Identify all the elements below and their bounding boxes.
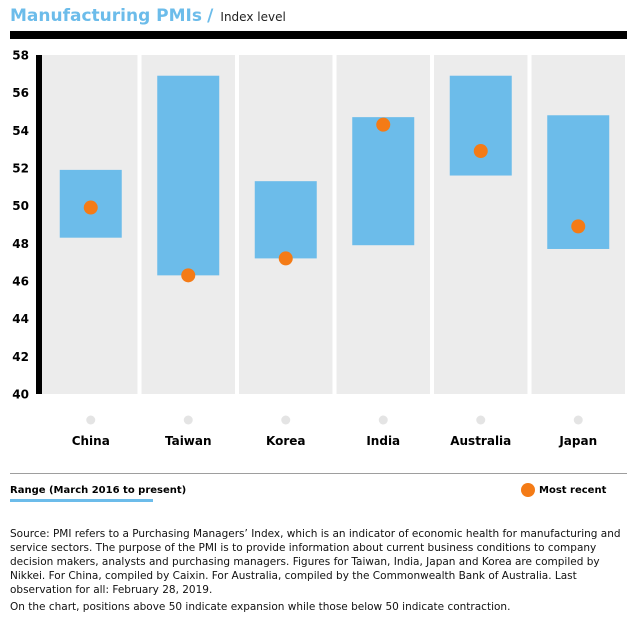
category-label-india: India bbox=[366, 434, 400, 448]
y-tick-label: 58 bbox=[12, 49, 29, 63]
legend-range-label: Range (March 2016 to present) bbox=[10, 485, 187, 496]
y-tick-label: 44 bbox=[12, 312, 29, 326]
y-tick-label: 52 bbox=[12, 162, 29, 176]
most-recent-marker-australia bbox=[473, 144, 488, 159]
category-point-china bbox=[86, 415, 96, 425]
title-separator: / bbox=[207, 6, 214, 26]
category-point-korea bbox=[281, 415, 291, 425]
legend-range-swatch bbox=[10, 499, 153, 502]
y-tick-label: 46 bbox=[12, 275, 29, 289]
chart-area: China Taiwan Korea India Australia Japan 40 42 4… bbox=[12, 49, 625, 448]
legend-most-recent-label: Most recent bbox=[539, 485, 607, 496]
most-recent-marker-taiwan bbox=[181, 268, 196, 283]
legend-divider bbox=[10, 473, 627, 474]
category-label-japan: Japan bbox=[558, 434, 597, 448]
category-label-taiwan: Taiwan bbox=[165, 434, 212, 448]
most-recent-marker-china bbox=[83, 200, 98, 215]
legend-most-recent-marker bbox=[521, 483, 535, 497]
interpretation-note: On the chart, positions above 50 indicat… bbox=[10, 601, 511, 613]
y-tick-label: 42 bbox=[12, 350, 29, 364]
category-point-india bbox=[378, 415, 388, 425]
chart-title: Manufacturing PMIs bbox=[10, 6, 202, 26]
y-tick-label: 50 bbox=[12, 199, 29, 213]
y-tick-label: 40 bbox=[12, 388, 29, 402]
y-tick-label: 48 bbox=[12, 237, 29, 251]
source-notes: Source: PMI refers to a Purchasing Manag… bbox=[10, 527, 630, 614]
range-bar-india bbox=[352, 117, 415, 246]
category-label-china: China bbox=[72, 434, 110, 448]
category-label-korea: Korea bbox=[266, 434, 306, 448]
most-recent-marker-india bbox=[376, 117, 391, 132]
most-recent-marker-japan bbox=[571, 219, 586, 234]
range-bar-taiwan bbox=[157, 75, 220, 276]
chart-title-row: Manufacturing PMIs / Index level bbox=[10, 6, 286, 26]
source-note: Source: PMI refers to a Purchasing Manag… bbox=[10, 528, 621, 596]
category-point-taiwan bbox=[183, 415, 193, 425]
range-bar-australia bbox=[449, 75, 512, 176]
y-axis-line bbox=[36, 55, 42, 394]
category-label-australia: Australia bbox=[450, 434, 511, 448]
category-point-japan bbox=[573, 415, 583, 425]
most-recent-marker-korea bbox=[278, 251, 293, 266]
range-bar-korea bbox=[254, 181, 317, 259]
y-tick-label: 54 bbox=[12, 124, 29, 138]
top-rule bbox=[10, 31, 627, 39]
y-tick-label: 56 bbox=[12, 86, 29, 100]
chart-subtitle: Index level bbox=[220, 10, 286, 24]
category-point-australia bbox=[476, 415, 486, 425]
